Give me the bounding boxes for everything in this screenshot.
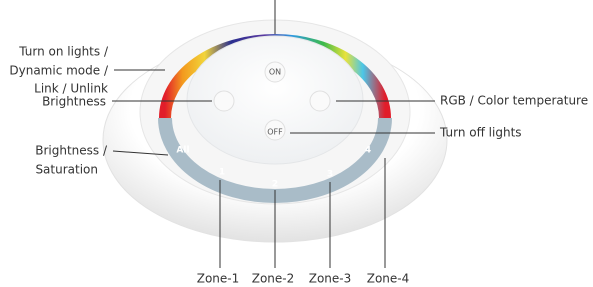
all-label: All <box>176 146 189 156</box>
label: Saturation <box>35 163 98 177</box>
label: Turn off lights <box>439 126 522 140</box>
label: RGB / Color temperature <box>440 94 588 108</box>
diagram: ON OFF All 1 2 3 4 Turn on lights / Dyna… <box>0 0 593 287</box>
label: Brightness <box>42 95 106 109</box>
off-button: OFF <box>267 128 283 137</box>
label: Zone-2 <box>252 272 295 286</box>
label: Brightness / <box>35 144 108 158</box>
label: Zone-4 <box>367 272 410 286</box>
zone-number: 4 <box>365 146 371 156</box>
label: Dynamic mode / <box>9 64 109 78</box>
zone-number: 3 <box>327 170 333 180</box>
zone-number: 1 <box>219 168 225 178</box>
on-button: ON <box>269 68 281 77</box>
label: Turn on lights / <box>18 45 109 59</box>
label: Zone-1 <box>197 272 240 286</box>
zone-number: 2 <box>272 180 278 190</box>
label: Zone-3 <box>309 272 352 286</box>
label: Link / Unlink <box>34 82 108 96</box>
